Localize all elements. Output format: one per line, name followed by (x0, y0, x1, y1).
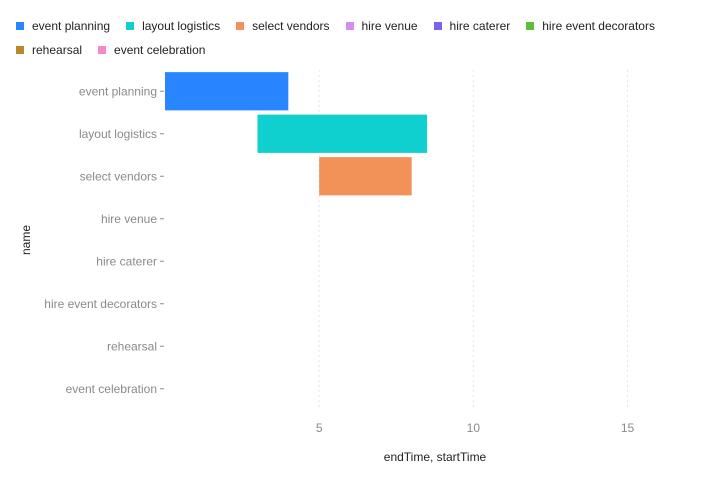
legend-item[interactable]: hire venue (345, 14, 418, 38)
legend-item[interactable]: rehearsal (16, 38, 82, 62)
legend-swatch (126, 22, 135, 30)
y-tick-label: hire caterer (96, 254, 157, 268)
legend-swatch (98, 46, 107, 54)
y-axis-title: name (19, 225, 33, 255)
y-tick-label: rehearsal (107, 339, 157, 353)
bars-group (165, 72, 428, 196)
legend-item[interactable]: hire event decorators (526, 14, 655, 38)
y-tick-label: layout logistics (79, 127, 157, 141)
legend-label: event planning (32, 19, 111, 33)
legend-swatch (433, 22, 442, 30)
y-tick-label: hire venue (101, 212, 157, 226)
y-tick-label: event celebration (66, 382, 157, 396)
legend-label: hire caterer (449, 19, 511, 33)
y-tick-label: event planning (79, 84, 157, 98)
legend-swatch (16, 22, 24, 30)
legend-swatch (345, 22, 354, 30)
legend-label: select vendors (252, 19, 330, 33)
legend-item[interactable]: event celebration (98, 38, 205, 62)
y-tick-label: hire event decorators (44, 297, 157, 311)
x-tick-label: 5 (316, 421, 323, 435)
chart-legend: event planning layout logistics select ven… (16, 14, 720, 62)
bar-layout-logistics[interactable] (257, 114, 428, 153)
y-tick-label: select vendors (80, 169, 157, 183)
x-tick-label: 10 (467, 421, 481, 435)
x-axis-title: endTime, startTime (384, 450, 487, 464)
legend-label: event celebration (114, 43, 206, 57)
legend-label: hire venue (361, 19, 418, 33)
legend-swatch (16, 46, 24, 54)
legend-item[interactable]: event planning (16, 14, 110, 38)
legend-item[interactable]: layout logistics (126, 14, 220, 38)
x-tick-label: 15 (621, 421, 635, 435)
legend-item[interactable]: select vendors (236, 14, 330, 38)
legend-swatch (236, 22, 245, 30)
y-axis: event planning layout logistics select ven… (44, 84, 164, 396)
legend-label: hire event decorators (542, 19, 655, 33)
legend-label: layout logistics (142, 19, 221, 33)
bar-select-vendors[interactable] (319, 157, 412, 196)
legend-swatch (526, 22, 535, 30)
legend-label: rehearsal (32, 43, 83, 57)
bar-event-planning[interactable] (165, 72, 289, 111)
x-axis: 5 10 15 (316, 421, 635, 435)
legend-item[interactable]: hire caterer (433, 14, 511, 38)
